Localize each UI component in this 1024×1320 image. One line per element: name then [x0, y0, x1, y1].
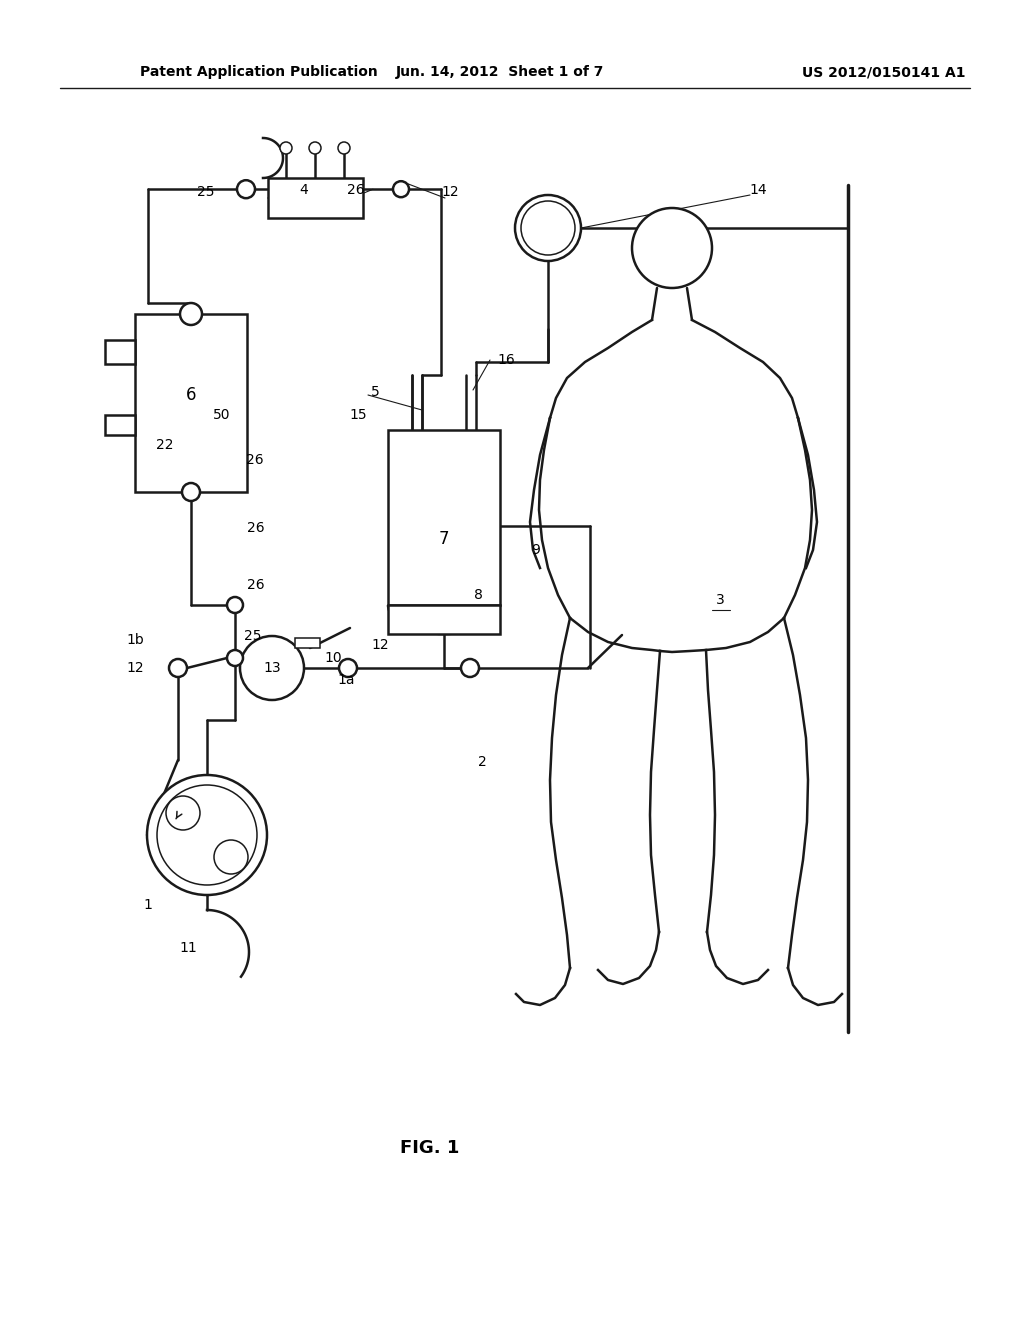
Circle shape: [240, 636, 304, 700]
Circle shape: [227, 649, 243, 667]
Text: 12: 12: [371, 638, 389, 652]
Text: 5: 5: [371, 385, 379, 399]
Bar: [105, 414, 135, 436]
Text: 15: 15: [349, 408, 367, 422]
Text: 26: 26: [347, 183, 365, 197]
Circle shape: [214, 840, 248, 874]
Circle shape: [237, 181, 255, 198]
Text: 26: 26: [247, 521, 265, 535]
Circle shape: [180, 304, 202, 325]
Text: 26: 26: [246, 453, 264, 467]
Text: 1a: 1a: [337, 673, 354, 686]
Text: 12: 12: [441, 185, 459, 199]
Text: 7: 7: [438, 529, 450, 548]
Circle shape: [393, 181, 409, 197]
Text: 11: 11: [179, 941, 197, 954]
Text: 2: 2: [477, 755, 486, 770]
Text: 22: 22: [157, 438, 174, 451]
Circle shape: [338, 143, 350, 154]
Circle shape: [461, 659, 479, 677]
Text: 9: 9: [531, 543, 541, 557]
Text: 1: 1: [143, 898, 153, 912]
Circle shape: [182, 483, 200, 502]
Bar: [105, 339, 135, 364]
Text: 6: 6: [185, 385, 197, 404]
Circle shape: [147, 775, 267, 895]
Bar: [268, 178, 362, 218]
Text: 4: 4: [300, 183, 308, 197]
Bar: [388, 605, 500, 634]
Circle shape: [632, 209, 712, 288]
Text: 50: 50: [213, 408, 230, 422]
Text: 12: 12: [126, 661, 144, 675]
Circle shape: [309, 143, 321, 154]
Text: 8: 8: [473, 587, 482, 602]
Text: 25: 25: [197, 185, 214, 199]
Text: 10: 10: [325, 651, 342, 665]
Text: 25: 25: [245, 630, 262, 643]
Circle shape: [166, 796, 200, 830]
Circle shape: [280, 143, 292, 154]
Text: US 2012/0150141 A1: US 2012/0150141 A1: [802, 65, 965, 79]
Circle shape: [339, 659, 357, 677]
Circle shape: [169, 659, 187, 677]
Text: 14: 14: [750, 183, 767, 197]
Text: 3: 3: [716, 593, 724, 607]
Text: 16: 16: [497, 352, 515, 367]
Text: Jun. 14, 2012  Sheet 1 of 7: Jun. 14, 2012 Sheet 1 of 7: [396, 65, 604, 79]
Text: 13: 13: [263, 661, 281, 675]
Text: FIG. 1: FIG. 1: [400, 1139, 460, 1158]
Text: 26: 26: [247, 578, 265, 591]
Circle shape: [521, 201, 575, 255]
Bar: [388, 430, 500, 605]
Circle shape: [157, 785, 257, 884]
Text: 1b: 1b: [126, 634, 144, 647]
Circle shape: [227, 597, 243, 612]
Text: Patent Application Publication: Patent Application Publication: [140, 65, 378, 79]
Bar: [135, 314, 247, 492]
Circle shape: [515, 195, 581, 261]
Bar: [295, 638, 319, 648]
